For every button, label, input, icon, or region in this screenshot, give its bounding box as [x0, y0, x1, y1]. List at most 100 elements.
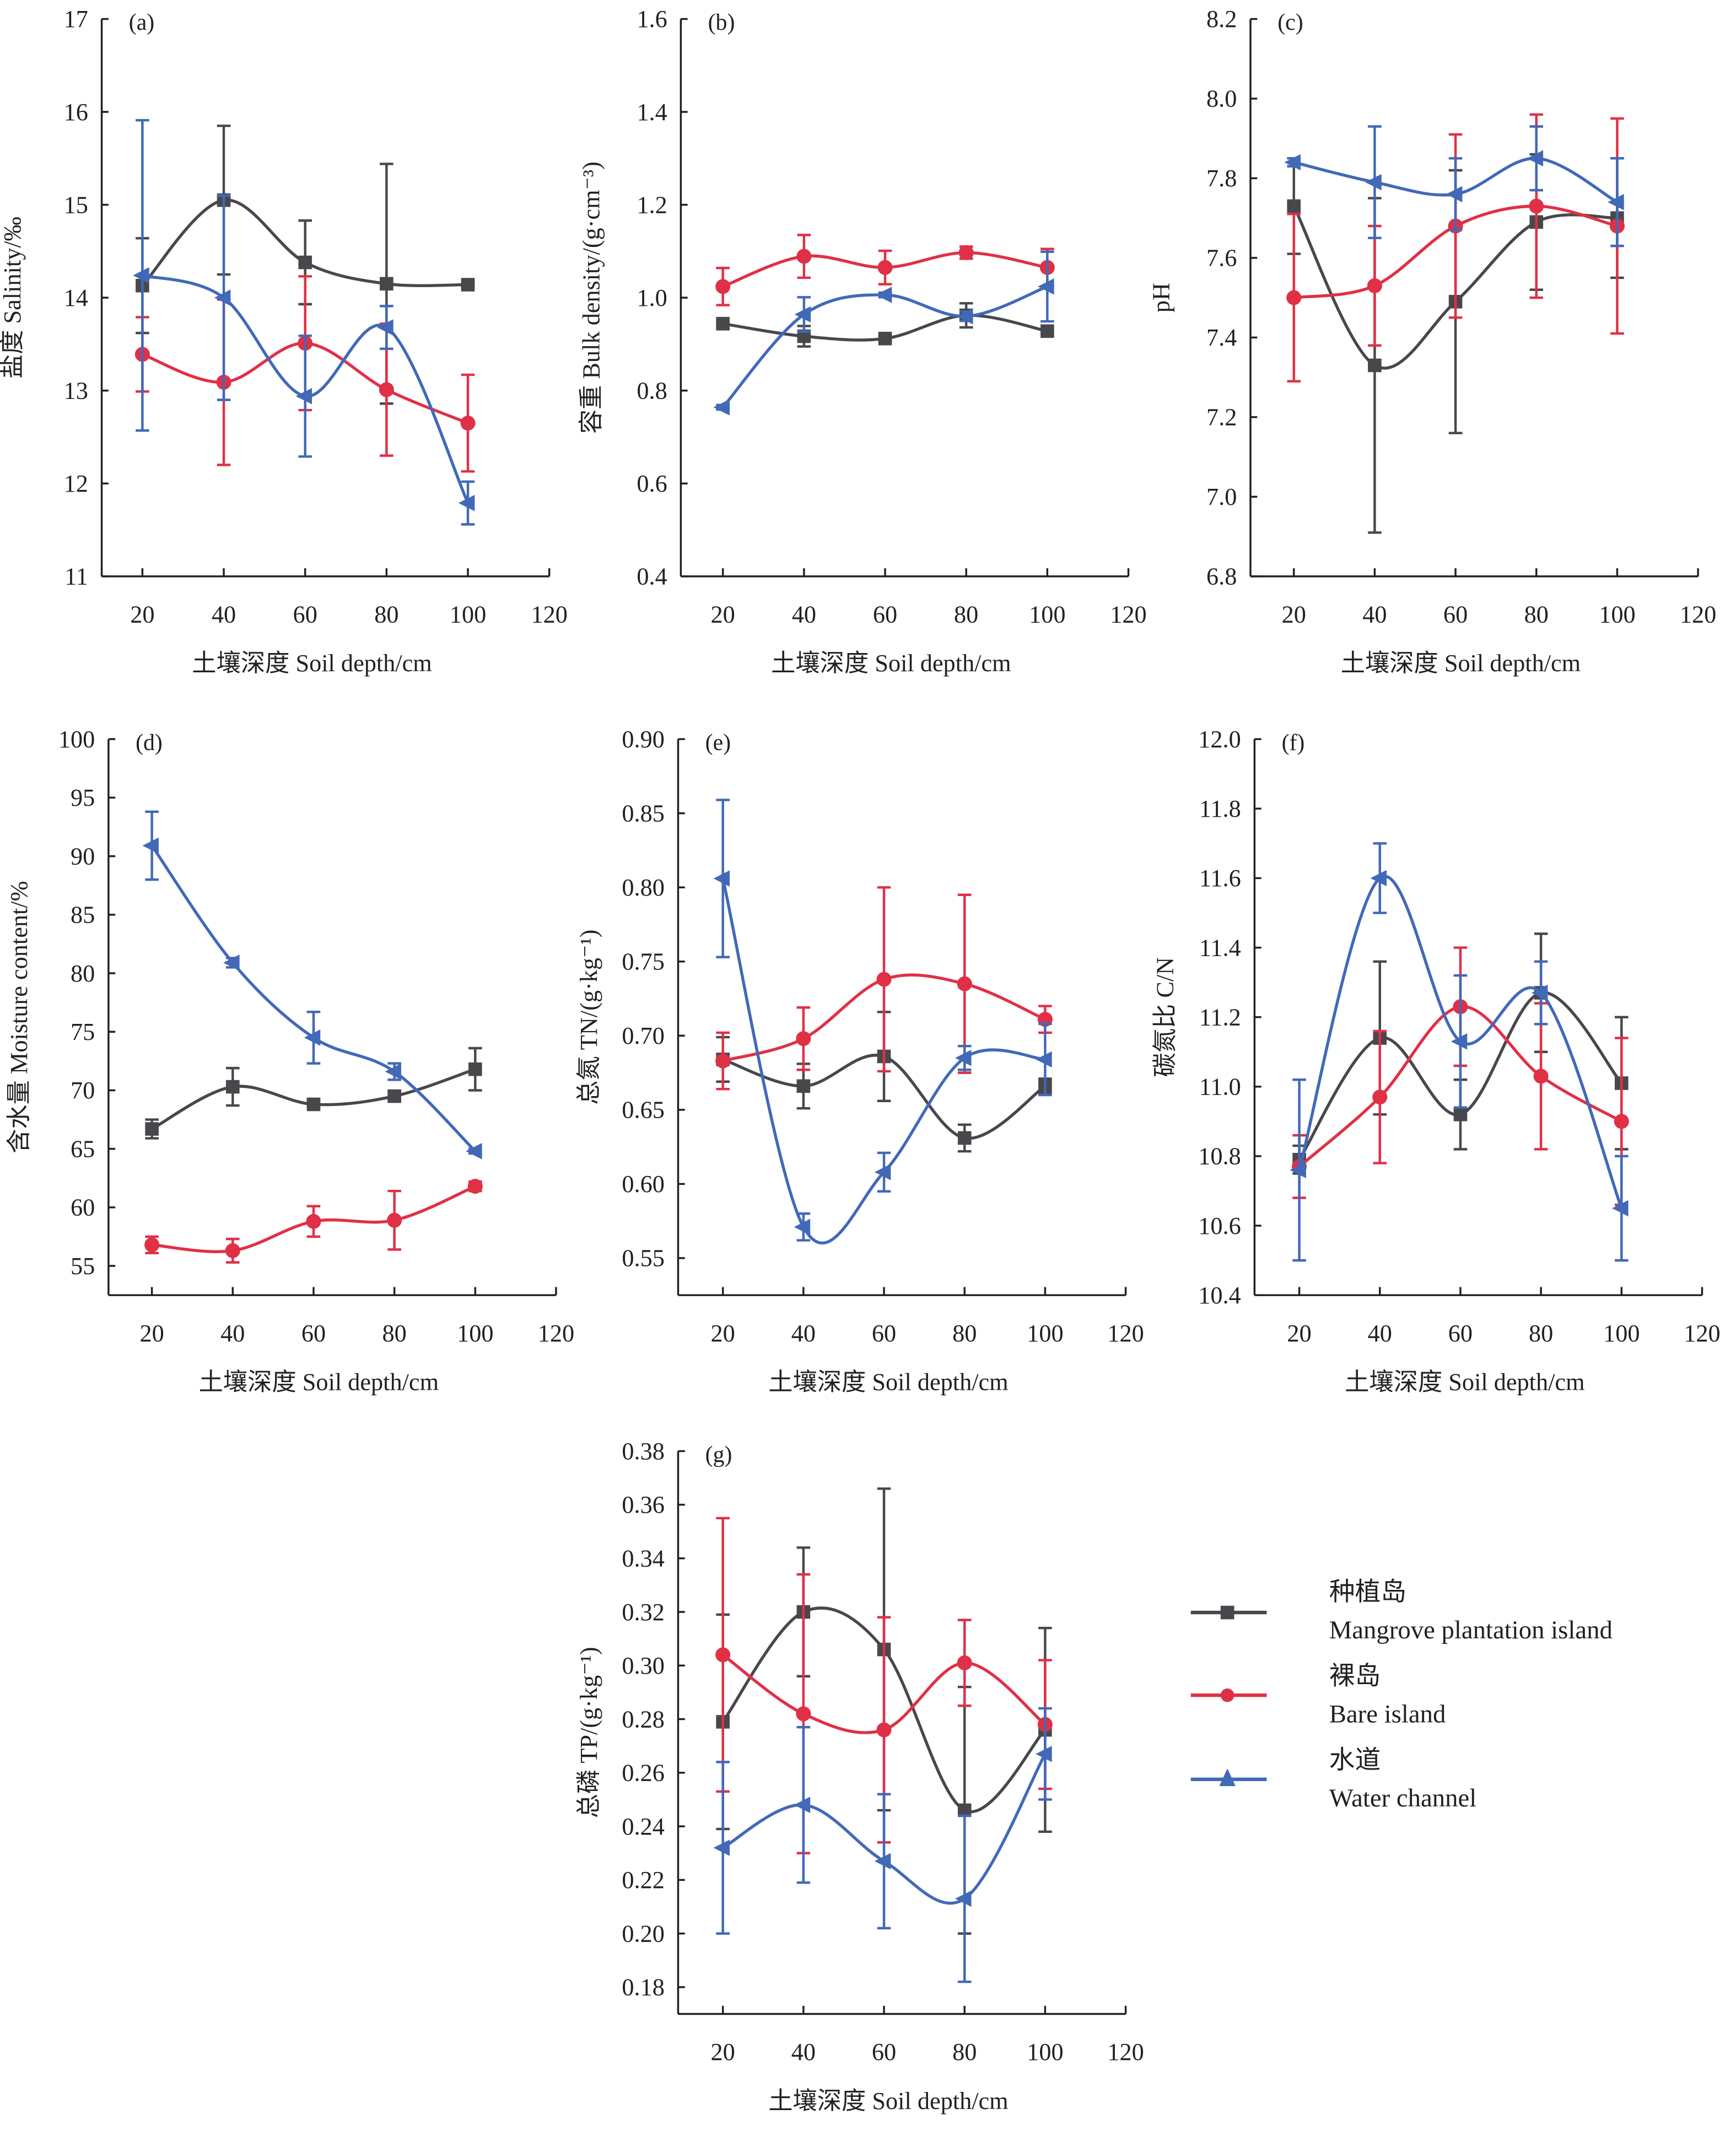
data-point: [468, 1062, 482, 1076]
series-line: [142, 274, 470, 504]
series-bare-island: [144, 1179, 483, 1264]
data-point: [794, 1797, 811, 1813]
data-point: [1370, 870, 1387, 887]
legend-label-zh: 裸岛: [1329, 1662, 1381, 1691]
x-tick-label: 40: [791, 1320, 816, 1347]
data-point: [955, 1890, 972, 1907]
y-tick-label: 0.38: [622, 1438, 664, 1465]
data-point: [380, 277, 393, 291]
data-point: [225, 1080, 240, 1094]
y-tick-label: 1.6: [637, 6, 667, 33]
data-point: [306, 1097, 321, 1112]
y-tick-label: 0.22: [622, 1867, 664, 1894]
panel-label: (e): [705, 730, 731, 756]
legend-item-bare: 裸岛 Bare island: [1190, 1662, 1446, 1728]
y-tick-label: 0.70: [622, 1022, 664, 1049]
y-tick-label: 7.6: [1206, 245, 1237, 272]
data-point: [225, 1243, 240, 1259]
y-tick-label: 1.0: [637, 284, 667, 311]
y-tick-label: 16: [64, 99, 88, 126]
y-tick-label: 7.4: [1206, 324, 1237, 351]
y-tick-label: 0.4: [637, 563, 667, 590]
y-tick-label: 11.8: [1199, 795, 1241, 822]
y-tick-label: 0.80: [622, 874, 664, 901]
x-tick-label: 120: [1684, 1320, 1720, 1347]
y-tick-label: 0.20: [622, 1920, 664, 1947]
panel-label: (f): [1282, 730, 1305, 756]
data-point: [295, 388, 312, 404]
legend-item-mangrove: 种植岛 Mangrove plantation island: [1190, 1578, 1613, 1644]
x-tick-label: 80: [1524, 601, 1549, 628]
data-point: [713, 399, 730, 416]
y-tick-label: 0.55: [622, 1245, 664, 1272]
legend-item-water: 水道 Water channel: [1190, 1746, 1476, 1813]
x-tick-label: 20: [1282, 601, 1306, 628]
y-tick-label: 8.2: [1206, 6, 1237, 33]
data-point: [1036, 1746, 1052, 1762]
x-axis-title: 土壤深度 Soil depth/cm: [768, 1368, 1008, 1395]
data-point: [1446, 186, 1463, 203]
data-point: [713, 870, 730, 887]
y-tick-label: 11.2: [1199, 1004, 1241, 1031]
data-point: [957, 976, 972, 991]
panel-label: (b): [708, 10, 735, 35]
y-tick-label: 11.0: [1199, 1074, 1241, 1101]
data-point: [1531, 984, 1548, 1001]
x-tick-label: 40: [791, 2038, 816, 2065]
panel-f: 10.4 10.6 10.8 11.0 11.2 11.4 11.6 11.8 12.0 20 40…: [1152, 726, 1721, 1395]
x-tick-label: 100: [1603, 1320, 1640, 1347]
y-axis-title: 容重 Bulk density/(g·cm⁻³): [578, 161, 605, 434]
series-water-channel: [713, 250, 1054, 416]
legend-square-marker-icon: [1220, 1605, 1234, 1620]
data-point: [385, 1063, 401, 1080]
y-tick-label: 0.8: [637, 377, 667, 404]
y-tick-label: 0.32: [622, 1599, 664, 1626]
data-point: [876, 972, 892, 987]
x-tick-label: 100: [457, 1320, 493, 1347]
legend-circle-marker-icon: [1220, 1688, 1234, 1702]
data-point: [214, 289, 231, 306]
panel-c: 6.8 7.0 7.2 7.4 7.6 7.8 8.0 8.2 20 40 60 80 100 120 土壤…: [1147, 6, 1716, 677]
y-tick-label: 95: [71, 784, 95, 811]
series-bare-island: [715, 886, 1053, 1091]
panel-label: (d): [136, 730, 163, 756]
y-tick-label: 10.4: [1198, 1282, 1241, 1309]
y-tick-label: 85: [71, 902, 95, 929]
y-tick-label: 0.65: [622, 1097, 664, 1124]
data-point: [1284, 154, 1301, 171]
x-tick-label: 80: [952, 1320, 977, 1347]
panel-e: 0.55 0.60 0.65 0.70 0.75 0.80 0.85 0.90 20 40 60 80…: [575, 726, 1144, 1395]
data-point: [387, 1212, 402, 1228]
data-point: [713, 1840, 730, 1856]
series-water-channel: [713, 1707, 1052, 1983]
data-point: [1038, 278, 1054, 295]
x-tick-label: 40: [1368, 1320, 1392, 1347]
data-point: [958, 245, 974, 260]
x-tick-label: 60: [1443, 601, 1468, 628]
y-axis-title: 碳氮比 C/N: [1152, 957, 1179, 1077]
y-tick-label: 12: [64, 470, 88, 497]
x-tick-label: 20: [130, 601, 154, 628]
y-tick-label: 80: [71, 960, 95, 987]
y-tick-label: 0.34: [622, 1545, 664, 1572]
data-point: [304, 1029, 321, 1046]
y-tick-label: 0.6: [637, 470, 667, 497]
data-point: [1040, 324, 1054, 338]
y-tick-label: 75: [71, 1018, 95, 1045]
data-point: [715, 279, 731, 294]
y-tick-label: 60: [71, 1194, 95, 1221]
x-tick-label: 20: [711, 2038, 735, 2065]
y-tick-label: 1.2: [637, 191, 667, 218]
x-tick-label: 100: [1027, 1320, 1063, 1347]
y-tick-label: 70: [71, 1077, 95, 1104]
x-tick-label: 40: [1362, 601, 1387, 628]
data-point: [223, 954, 240, 971]
data-point: [1614, 1114, 1629, 1129]
series-line: [1292, 205, 1618, 370]
series-line: [1297, 875, 1623, 1209]
y-tick-label: 6.8: [1206, 563, 1237, 590]
series-line: [141, 198, 468, 288]
panel-d: 55 60 65 70 75 80 85 90 95 100 20 40 60 80 100 120 土壤深度 …: [6, 726, 574, 1395]
x-tick-label: 120: [538, 1320, 574, 1347]
x-axis-title: 土壤深度 Soil depth/cm: [192, 650, 432, 677]
